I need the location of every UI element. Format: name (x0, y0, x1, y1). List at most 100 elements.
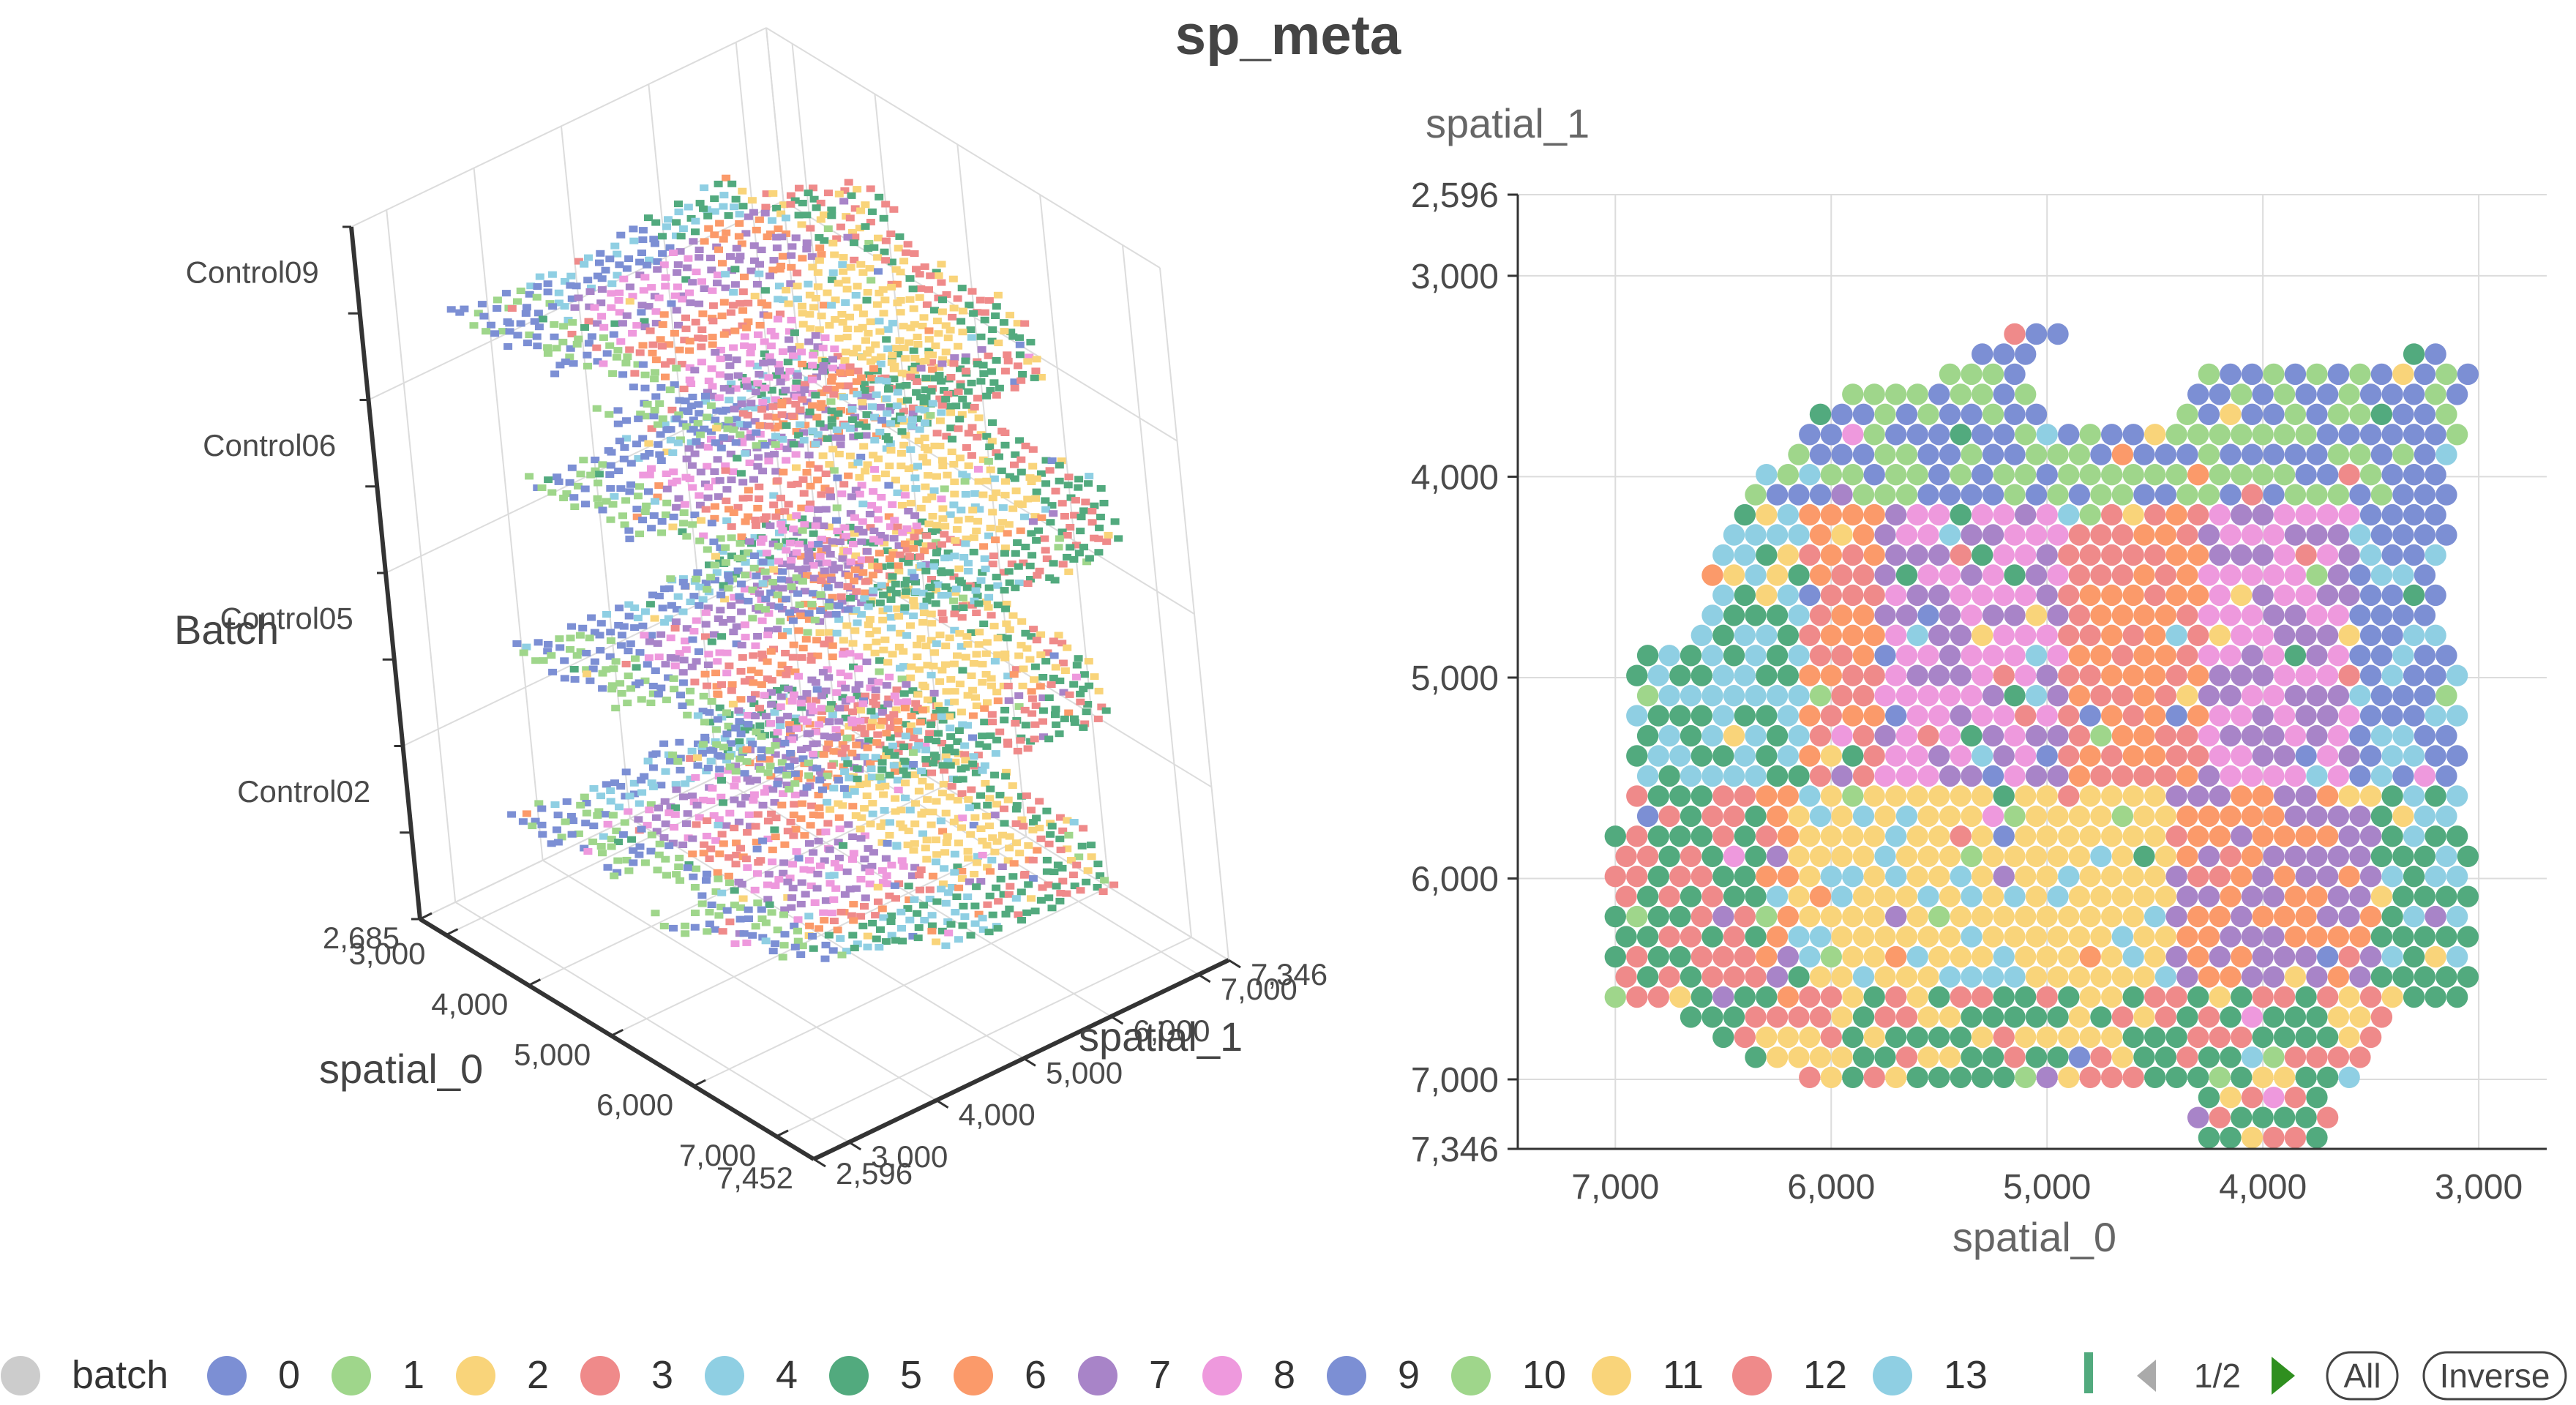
scatter3d-point (945, 713, 954, 720)
scatter3d-point (972, 610, 981, 616)
scatter3d-point (689, 873, 698, 880)
scatter3d-point (1085, 473, 1094, 480)
scatter3d-point (916, 866, 926, 874)
scatter3d-point (755, 483, 764, 490)
scatter3d-point (855, 225, 864, 232)
scatter2d-point (1928, 945, 1950, 968)
scatter3d-point (566, 812, 576, 820)
scatter3d-point (892, 528, 902, 535)
scatter3d-point (855, 490, 864, 498)
scatter3d-point (707, 902, 716, 908)
scatter3d-point (920, 407, 929, 414)
scatter3d-point (932, 527, 942, 534)
scatter2d-point (1669, 745, 1691, 767)
scatter3d-point (599, 323, 609, 331)
scatter2d-point (2327, 724, 2350, 747)
scatter3d-point (729, 344, 738, 351)
scatter3d-point (950, 490, 959, 498)
scatter3d-point (823, 385, 832, 392)
scatter3d-point (785, 786, 794, 793)
scatter2d-plot[interactable]: 7,000 6,000 5,000 4,000 3,0002,5963,0004,000… (1411, 100, 2547, 1260)
scatter3d-point (846, 595, 855, 602)
scatter2d-point (1982, 1006, 2004, 1028)
scatter3d-point (935, 443, 945, 449)
scatter3d-point (811, 522, 820, 529)
scatter2d-point (2306, 645, 2328, 667)
scatter2d-point (1950, 584, 1972, 607)
scatter3d-point (694, 410, 704, 417)
scatter2d-point (1939, 805, 1961, 828)
scatter3d-point (865, 346, 875, 353)
legend-item[interactable]: 0 (207, 1353, 300, 1397)
scatter3d-point (715, 704, 724, 711)
legend-item[interactable]: batch (1, 1353, 168, 1397)
scatter3d-point (1051, 664, 1060, 671)
scatter3d-point (820, 237, 829, 244)
scatter3d-point (714, 394, 724, 401)
scatter2d-point (1680, 645, 1702, 667)
scatter3d-point (675, 738, 684, 746)
scatter3d-point (610, 779, 619, 787)
scatter3d-point (895, 233, 905, 240)
scatter2d-point (1863, 1026, 1885, 1049)
scatter3d-point (726, 740, 735, 747)
scatter2d-point (2316, 1106, 2339, 1128)
scatter3d-point (1015, 334, 1024, 341)
scatter3d-point (839, 637, 848, 644)
scatter3d-point (531, 657, 541, 664)
scatter3d-point (626, 460, 636, 467)
scatter3d-point (880, 782, 890, 790)
scatter3d-point (940, 767, 949, 774)
scatter2d-point (2252, 1026, 2274, 1049)
scatter3d-point (834, 814, 844, 821)
scatter3d-point (766, 342, 776, 350)
scatter3d-point (790, 791, 800, 798)
scatter3d-point (932, 430, 942, 437)
scatter3d-point (621, 359, 631, 367)
scatter3d-point (1051, 487, 1060, 495)
scatter2d-point (2220, 1126, 2242, 1149)
scatter3d-point (750, 418, 760, 425)
scatter2d-point (2252, 503, 2274, 526)
scatter3d-point (820, 955, 830, 962)
scatter3d-point (642, 502, 651, 509)
scatter3d-point (533, 639, 543, 646)
scatter2d-point (2446, 424, 2468, 446)
scatter3d-point (875, 943, 884, 951)
scatter3d-point (899, 648, 908, 655)
scatter2d-point (2306, 1046, 2328, 1068)
scatter3d-point (776, 693, 786, 700)
scatter3d-point (798, 755, 808, 763)
scatter2d-point (1788, 443, 1810, 465)
scatter2d-point (2187, 705, 2209, 727)
scatter2d-point (2392, 403, 2414, 425)
scatter3d-point (722, 670, 732, 677)
scatter3d-point (921, 386, 930, 394)
scatter3d-point (864, 621, 873, 629)
scatter3d-point (877, 494, 886, 501)
scatter3d-point (882, 752, 891, 760)
scatter2d-point (1799, 905, 1821, 928)
scatter3d-point (938, 296, 947, 304)
scatter3d-point (752, 728, 761, 735)
scatter3d-point (1056, 846, 1066, 853)
scatter2d-point (2231, 664, 2253, 686)
scatter3d-point (875, 784, 885, 791)
scatter3d-point (757, 754, 766, 761)
scatter2d-point (1766, 805, 1789, 828)
scatter2d-point (1809, 685, 1832, 707)
scatter3d-point (774, 603, 784, 610)
scatter2d-point (1982, 645, 2004, 667)
scatter2d-point (2241, 363, 2264, 386)
scatter2d-point (1756, 624, 1778, 646)
scatter3d-point (1063, 644, 1072, 651)
scatter3d-point (721, 544, 730, 551)
scatter3d-point (790, 668, 800, 675)
scatter3d-point (956, 642, 966, 650)
scatter2d-point (2295, 383, 2317, 405)
scatter3d-point (651, 393, 661, 400)
scatter2d-point (2338, 1026, 2360, 1049)
scatter3d-point (1001, 910, 1011, 918)
scatter3d-point (811, 441, 820, 448)
